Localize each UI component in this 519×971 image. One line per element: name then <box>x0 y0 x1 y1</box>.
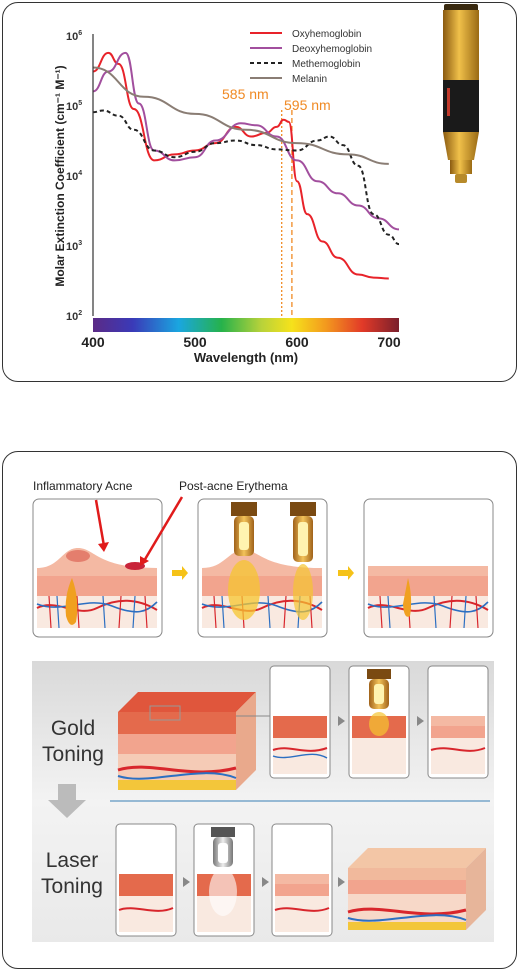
y-tick-label: 103 <box>66 240 82 253</box>
annotation-595nm: 595 nm <box>284 97 331 113</box>
laser-toning-title-line1: Laser <box>45 849 99 872</box>
x-tick-label: 500 <box>183 334 207 350</box>
legend-label: Methemoglobin <box>292 59 360 70</box>
legend-label: Oxyhemoglobin <box>292 29 361 40</box>
legend-label: Melanin <box>292 74 327 85</box>
gold-toning-title: Gold Toning <box>38 716 108 768</box>
plot-area <box>92 51 400 316</box>
y-axis-label: Molar Extinction Coefficient (cm⁻¹ M⁻¹) <box>53 65 67 286</box>
y-tick-label: 104 <box>66 170 82 183</box>
y-tick-label: 106 <box>66 30 82 43</box>
laser-toning-title: Laser Toning <box>34 848 110 900</box>
series-line-methemoglobin <box>92 109 400 246</box>
series-line-melanin <box>92 66 389 165</box>
y-tick-label: 102 <box>66 310 82 323</box>
annotation-585nm: 585 nm <box>222 86 269 102</box>
x-tick-label: 600 <box>285 334 309 350</box>
gold-handpiece-image <box>443 4 479 183</box>
x-axis-label: Wavelength (nm) <box>194 350 298 365</box>
series-line-deoxyhemoglobin <box>92 51 400 231</box>
x-tick-label: 700 <box>377 334 401 350</box>
absorption-chart: 106 105 104 103 102 400 500 600 700 Wave… <box>53 4 479 365</box>
y-tick-label: 105 <box>66 100 82 113</box>
x-tick-label: 400 <box>81 334 105 350</box>
gold-toning-title-line2: Toning <box>42 743 104 766</box>
visible-spectrum-bar <box>93 318 399 332</box>
legend-label: Deoxyhemoglobin <box>292 44 372 55</box>
gold-toning-title-line1: Gold <box>50 717 96 740</box>
laser-toning-title-line2: Toning <box>41 875 103 898</box>
